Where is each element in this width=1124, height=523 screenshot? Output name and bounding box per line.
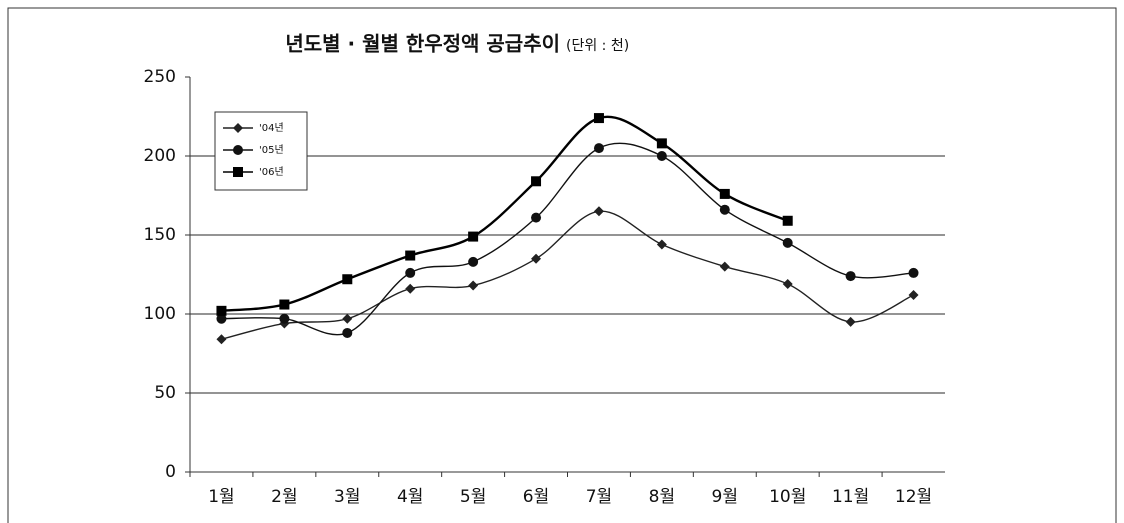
x-tick-label: 5월: [460, 487, 486, 507]
data-point: [656, 239, 667, 250]
data-point: [468, 231, 479, 242]
data-point: [719, 261, 730, 272]
data-point: [405, 250, 416, 261]
data-point: [782, 215, 793, 226]
data-point: [468, 280, 479, 291]
series-line: [221, 210, 914, 340]
data-point: [656, 138, 667, 149]
x-tick-label: 6월: [523, 487, 549, 507]
data-point: [908, 267, 919, 278]
x-tick-label: 8월: [649, 487, 675, 507]
chart-title: 년도별 · 월별 한우정액 공급추이: [285, 32, 560, 56]
data-point: [216, 334, 227, 345]
legend-box: [214, 111, 308, 191]
y-tick-label: 250: [144, 67, 176, 87]
data-point: [342, 327, 353, 338]
data-point: [531, 176, 542, 187]
x-tick-label: 10월: [769, 487, 806, 507]
legend-marker: [233, 167, 243, 177]
data-point: [719, 204, 730, 215]
x-tick-label: 2월: [271, 487, 297, 507]
data-point: [656, 151, 667, 161]
x-tick-label: 12월: [895, 487, 932, 507]
data-point: [593, 113, 604, 124]
x-tick-label: 9월: [712, 487, 738, 507]
data-point: [405, 267, 416, 278]
data-point: [531, 212, 542, 223]
data-point: [782, 237, 793, 248]
y-tick-label: 0: [165, 462, 176, 482]
data-point: [468, 256, 479, 267]
y-tick-label: 200: [144, 146, 176, 166]
x-tick-label: 4월: [397, 487, 423, 507]
data-point: [279, 313, 290, 324]
data-point: [216, 313, 227, 324]
data-point: [908, 290, 919, 301]
data-point: [216, 305, 227, 316]
y-tick-label: 50: [154, 383, 176, 403]
data-point: [593, 143, 604, 154]
y-tick-label: 150: [144, 225, 176, 245]
legend-marker: [233, 145, 243, 155]
data-point: [279, 299, 290, 310]
data-point: [719, 188, 730, 199]
series-line: [221, 142, 914, 336]
data-point: [845, 316, 856, 327]
legend-label: '05년: [259, 144, 284, 156]
data-point: [531, 253, 542, 264]
data-point: [845, 271, 856, 282]
x-tick-label: 1월: [208, 487, 234, 507]
series-line: [221, 115, 789, 313]
data-point: [782, 278, 793, 289]
data-point: [342, 313, 353, 324]
legend-label: '04년: [259, 122, 284, 134]
y-tick-label: 100: [144, 304, 176, 324]
data-point: [405, 283, 416, 294]
data-point: [342, 274, 353, 285]
x-tick-label: 11월: [832, 487, 869, 507]
x-tick-label: 7월: [586, 487, 612, 507]
legend-marker: [233, 123, 243, 133]
x-tick-label: 3월: [334, 487, 360, 507]
legend-label: '06년: [259, 166, 284, 178]
frame: [7, 7, 1117, 523]
unit-note: (단위 : 천): [566, 38, 629, 54]
data-point: [593, 206, 604, 217]
